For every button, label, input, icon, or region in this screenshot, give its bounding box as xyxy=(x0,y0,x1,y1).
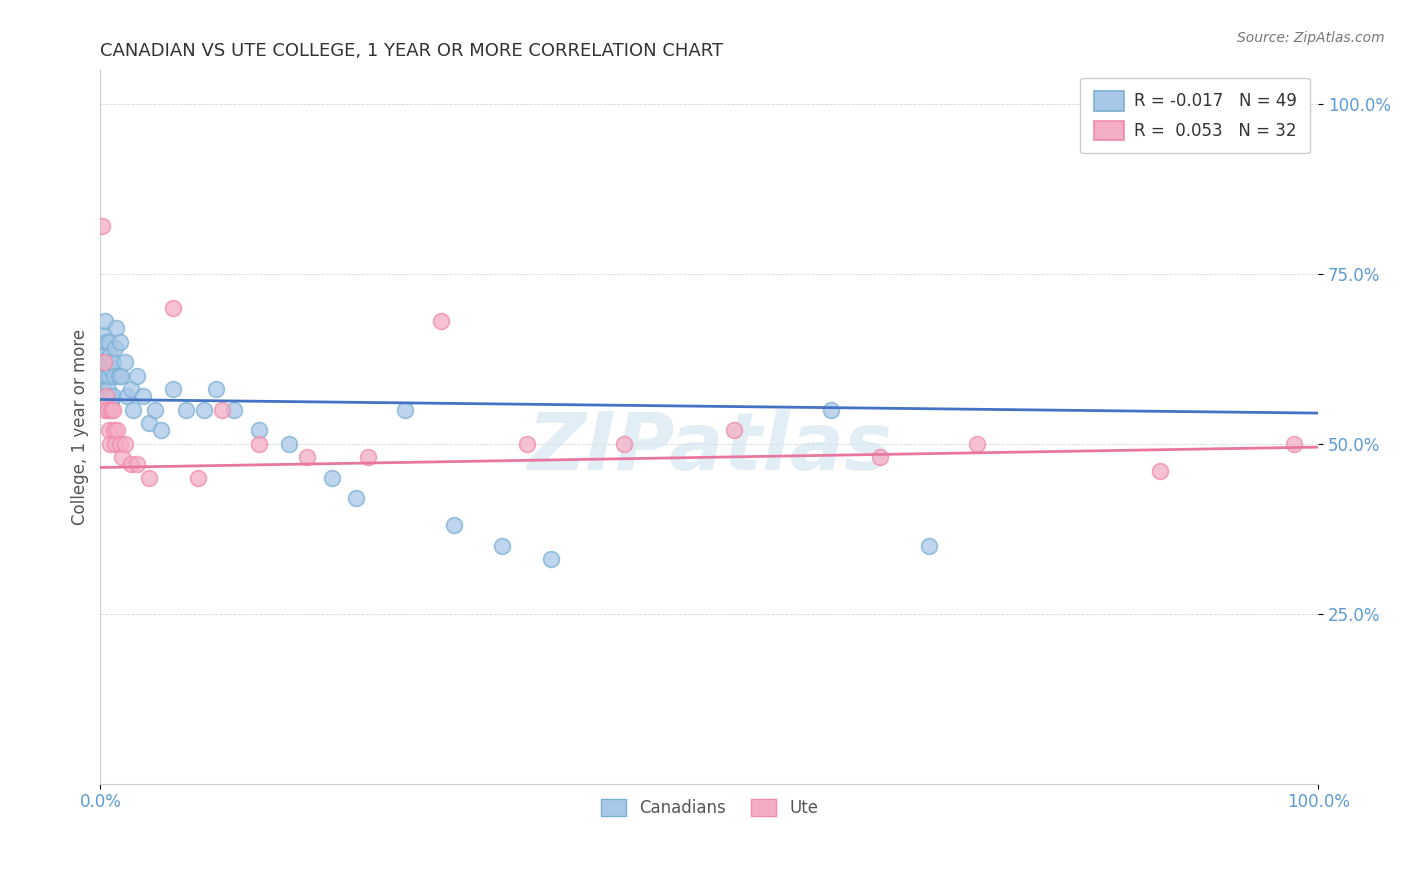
Point xyxy=(101,389,124,403)
Point xyxy=(278,436,301,450)
Y-axis label: College, 1 year or more: College, 1 year or more xyxy=(72,328,89,524)
Point xyxy=(430,314,453,328)
Point xyxy=(125,368,148,383)
Point xyxy=(247,423,270,437)
Point xyxy=(110,368,132,383)
Point xyxy=(97,355,120,369)
Point xyxy=(138,471,160,485)
Legend: Canadians, Ute: Canadians, Ute xyxy=(592,790,827,825)
Point xyxy=(96,389,118,403)
Point xyxy=(93,382,115,396)
Point xyxy=(205,382,228,396)
Point xyxy=(100,402,122,417)
Point xyxy=(491,539,513,553)
Point xyxy=(105,321,128,335)
Point xyxy=(540,552,562,566)
Text: ZIPatlas: ZIPatlas xyxy=(527,409,891,487)
Point xyxy=(917,539,939,553)
Point xyxy=(114,355,136,369)
Point xyxy=(516,436,538,450)
Point xyxy=(115,389,138,403)
Point xyxy=(97,402,120,417)
Point xyxy=(100,396,122,410)
Point xyxy=(162,301,184,315)
Point xyxy=(187,471,209,485)
Point xyxy=(120,457,142,471)
Point xyxy=(321,471,343,485)
Point xyxy=(613,436,636,450)
Point xyxy=(108,436,131,450)
Point xyxy=(103,368,125,383)
Point xyxy=(443,518,465,533)
Point xyxy=(193,402,215,417)
Point xyxy=(96,368,118,383)
Point xyxy=(91,342,114,356)
Point xyxy=(174,402,197,417)
Point xyxy=(150,423,173,437)
Point xyxy=(104,436,127,450)
Point xyxy=(107,368,129,383)
Point xyxy=(869,450,891,465)
Point xyxy=(357,450,380,465)
Text: CANADIAN VS UTE COLLEGE, 1 YEAR OR MORE CORRELATION CHART: CANADIAN VS UTE COLLEGE, 1 YEAR OR MORE … xyxy=(100,42,724,60)
Point xyxy=(143,402,166,417)
Point xyxy=(108,334,131,349)
Point xyxy=(394,402,416,417)
Point xyxy=(97,423,120,437)
Point xyxy=(114,436,136,450)
Point xyxy=(94,314,117,328)
Point xyxy=(211,402,233,417)
Point xyxy=(132,389,155,403)
Point xyxy=(820,402,842,417)
Point xyxy=(122,402,145,417)
Point xyxy=(125,457,148,471)
Point xyxy=(344,491,367,505)
Point xyxy=(1149,464,1171,478)
Text: Source: ZipAtlas.com: Source: ZipAtlas.com xyxy=(1237,31,1385,45)
Point xyxy=(1282,436,1305,450)
Point xyxy=(138,417,160,431)
Point xyxy=(297,450,319,465)
Point xyxy=(103,423,125,437)
Point xyxy=(97,382,120,396)
Point xyxy=(98,436,121,450)
Point xyxy=(98,348,121,362)
Point xyxy=(97,368,120,383)
Point xyxy=(247,436,270,450)
Point xyxy=(224,402,246,417)
Point xyxy=(93,327,115,342)
Point xyxy=(723,423,745,437)
Point xyxy=(120,382,142,396)
Point xyxy=(94,402,117,417)
Point xyxy=(94,348,117,362)
Point xyxy=(104,342,127,356)
Point xyxy=(98,389,121,403)
Point xyxy=(966,436,988,450)
Point xyxy=(101,355,124,369)
Point xyxy=(90,219,112,233)
Point xyxy=(96,334,118,349)
Point xyxy=(90,355,112,369)
Point xyxy=(100,362,122,376)
Point xyxy=(162,382,184,396)
Point xyxy=(111,450,134,465)
Point xyxy=(107,423,129,437)
Point xyxy=(97,334,120,349)
Point xyxy=(93,355,115,369)
Point xyxy=(91,368,114,383)
Point xyxy=(101,402,124,417)
